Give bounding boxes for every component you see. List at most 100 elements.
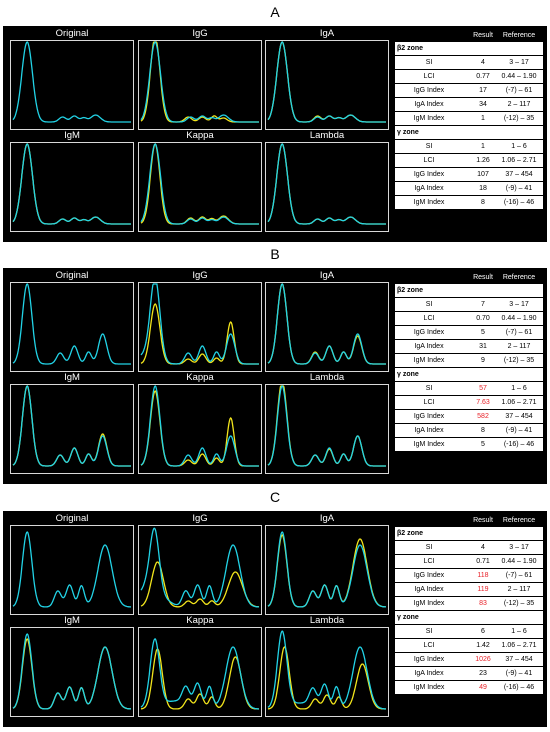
plot-title: Lambda [309, 130, 345, 141]
row-result: 118 [477, 572, 489, 579]
table-row: IgA Index 23 (-9) – 41 [395, 667, 543, 681]
panel-a: Original IgG IgA IgM Kappa Lambda Result Refere… [3, 26, 547, 242]
plot-svg [138, 142, 262, 232]
table-row: IgG Index 5 (-7) – 61 [395, 326, 543, 340]
row-result: 8 [481, 199, 485, 206]
plot-igm: IgM [10, 372, 134, 474]
plot-title: Kappa [186, 372, 214, 383]
plot-title: Lambda [309, 615, 345, 626]
table-row: IgA Index 18 (-9) – 41 [395, 182, 543, 196]
plot-iga: IgA [265, 513, 389, 615]
row-label: IgA Index [414, 343, 444, 350]
plot-svg [265, 40, 389, 130]
row-result: 119 [477, 586, 489, 593]
overlay-curve [267, 646, 386, 710]
plot-frame [265, 142, 389, 232]
plot-svg [138, 40, 262, 130]
row-label: IgM Index [413, 600, 445, 607]
panel-letter-c: C [269, 489, 281, 505]
row-reference: 37 – 454 [505, 656, 533, 663]
row-result: 18 [479, 185, 487, 192]
table-header: Result Reference [395, 271, 543, 284]
row-label: LCI [423, 315, 435, 322]
plot-lambda: Lambda [265, 130, 389, 232]
plot-lambda: Lambda [265, 615, 389, 717]
table-row: SI 4 3 – 17 [395, 56, 543, 70]
original-curve [140, 638, 259, 710]
row-label: LCI [423, 157, 435, 164]
plot-frame [10, 384, 134, 474]
table-row: IgM Index 9 (-12) – 35 [395, 354, 543, 368]
original-curve [267, 385, 386, 467]
row-result: 1 [481, 143, 485, 150]
original-curve [140, 41, 259, 123]
table-row: IgM Index 8 (-16) – 46 [395, 196, 543, 210]
row-label: IgM Index [413, 684, 445, 691]
row-reference: 3 – 17 [509, 59, 529, 66]
original-curve [140, 283, 259, 365]
plot-frame [10, 40, 134, 130]
row-label: IgM Index [413, 357, 445, 364]
plot-svg [265, 282, 389, 372]
plot-svg [10, 627, 134, 717]
plot-frame [10, 627, 134, 717]
table-row: SI 4 3 – 17 [395, 541, 543, 555]
row-label: SI [425, 628, 433, 635]
plot-frame [138, 40, 262, 130]
plot-frame [10, 142, 134, 232]
row-reference: 2 – 117 [507, 101, 531, 108]
original-curve [267, 41, 386, 123]
plot-frame [10, 525, 134, 615]
plot-iga: IgA [265, 28, 389, 130]
table-header: Result Reference [395, 514, 543, 527]
row-result: 1026 [475, 656, 491, 663]
plot-svg [138, 384, 262, 474]
plot-lambda: Lambda [265, 372, 389, 474]
plot-frame [265, 627, 389, 717]
row-result: 17 [479, 87, 487, 94]
zone-heading: β2 zone [395, 42, 543, 56]
row-reference: (-7) – 61 [505, 87, 533, 94]
table-row: IgA Index 119 2 – 117 [395, 583, 543, 597]
row-label: IgM Index [413, 115, 445, 122]
plot-title: IgA [319, 513, 335, 524]
table-row: LCI 0.77 0.44 – 1.90 [395, 70, 543, 84]
plot-frame [138, 142, 262, 232]
row-reference: (-9) – 41 [505, 670, 533, 677]
table-row: SI 6 1 – 6 [395, 625, 543, 639]
table-row: IgA Index 8 (-9) – 41 [395, 424, 543, 438]
plot-svg [138, 525, 262, 615]
overlay-curve [140, 303, 259, 365]
plot-frame [138, 384, 262, 474]
row-label: IgA Index [414, 427, 444, 434]
row-result: 4 [481, 544, 485, 551]
plot-title: IgM [64, 615, 80, 626]
plot-svg [265, 627, 389, 717]
original-curve [12, 41, 131, 123]
row-label: IgG Index [413, 87, 445, 94]
panel-b: Original IgG IgA IgM Kappa Lambda Result Refere… [3, 268, 547, 484]
overlay-curve [140, 561, 260, 608]
plot-title: IgG [192, 513, 208, 524]
plot-svg [10, 40, 134, 130]
plot-frame [138, 282, 262, 372]
table-row: SI 57 1 – 6 [395, 382, 543, 396]
plot-kappa: Kappa [138, 372, 262, 474]
row-result: 0.77 [476, 73, 490, 80]
row-label: IgA Index [414, 101, 444, 108]
row-label: IgA Index [414, 670, 444, 677]
table-row: IgA Index 31 2 – 117 [395, 340, 543, 354]
plot-frame [138, 627, 262, 717]
plot-title: IgG [192, 270, 208, 281]
plot-frame [138, 525, 262, 615]
reference-table: Result Reference β2 zone SI 4 3 – 17 LCI 0.77 0.… [395, 29, 543, 210]
row-result: 57 [479, 385, 487, 392]
plot-frame [265, 282, 389, 372]
row-result: 1.42 [476, 642, 490, 649]
row-reference: 1 – 6 [511, 385, 527, 392]
panel-c: Original IgG IgA IgM Kappa Lambda Result Refere… [3, 511, 547, 727]
zone-heading: γ zone [395, 368, 543, 382]
row-result: 1.26 [476, 157, 490, 164]
original-curve [140, 527, 259, 608]
original-curve [267, 143, 386, 225]
